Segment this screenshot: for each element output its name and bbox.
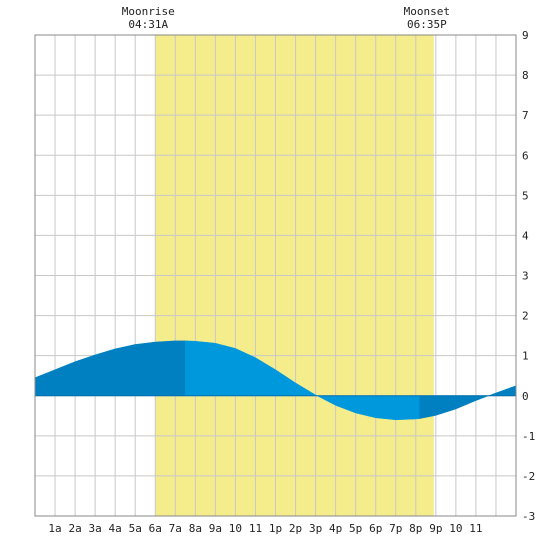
tide-area-segment-1 <box>34 340 186 396</box>
y-tick-label: 0 <box>522 390 529 403</box>
moon-event-label: Moonset <box>404 5 450 18</box>
x-tick-label: 7a <box>169 522 182 535</box>
y-tick-label: 3 <box>522 270 529 283</box>
y-tick-label: -1 <box>522 430 535 443</box>
x-tick-label: 10 <box>449 522 462 535</box>
x-tick-label: 2a <box>68 522 81 535</box>
y-tick-labels: -3 -2 -1 0 1 2 3 4 5 6 7 8 9 <box>522 29 535 523</box>
plot-frame <box>34 34 517 517</box>
x-tick-label: 1p <box>269 522 282 535</box>
x-tick-label: 11 <box>249 522 262 535</box>
x-tick-label: 8p <box>409 522 422 535</box>
tide-area-segment-2 <box>185 340 421 421</box>
tide-area-segment-3 <box>419 385 517 419</box>
x-tick-label: 6a <box>149 522 162 535</box>
x-tick-label: 10 <box>229 522 242 535</box>
moon-event-time: 04:31A <box>128 18 168 31</box>
x-tick-labels: 1a 2a 3a 4a 5a 6a 7a 8a 9a 10 11 1p 2p 3p 4p 5p 6p 7p 8p 9p… <box>48 522 482 535</box>
grid-lines <box>35 34 516 517</box>
x-tick-label: 3p <box>309 522 322 535</box>
x-tick-label: 7p <box>389 522 402 535</box>
x-tick-label: 4p <box>329 522 342 535</box>
x-tick-label: 6p <box>369 522 382 535</box>
y-tick-label: 9 <box>522 29 529 42</box>
x-tick-label: 1a <box>48 522 61 535</box>
moon-event-time: 06:35P <box>407 18 447 31</box>
tide-area <box>34 340 517 421</box>
moon-event-label: Moonrise <box>122 5 175 18</box>
y-tick-label: 2 <box>522 310 529 323</box>
y-tick-label: -2 <box>522 470 535 483</box>
x-tick-label: 11 <box>469 522 482 535</box>
y-tick-label: 7 <box>522 109 529 122</box>
x-tick-label: 8a <box>189 522 202 535</box>
x-tick-label: 4a <box>109 522 122 535</box>
x-tick-label: 9a <box>209 522 222 535</box>
y-tick-label: 6 <box>522 149 529 162</box>
y-tick-label: 1 <box>522 350 529 363</box>
y-tick-label: -3 <box>522 510 535 523</box>
x-tick-label: 5a <box>129 522 142 535</box>
x-tick-label: 2p <box>289 522 302 535</box>
y-tick-label: 5 <box>522 189 529 202</box>
y-tick-label: 4 <box>522 229 529 242</box>
x-tick-label: 3a <box>89 522 102 535</box>
x-tick-label: 5p <box>349 522 362 535</box>
x-tick-label: 9p <box>429 522 442 535</box>
y-tick-label: 8 <box>522 69 529 82</box>
